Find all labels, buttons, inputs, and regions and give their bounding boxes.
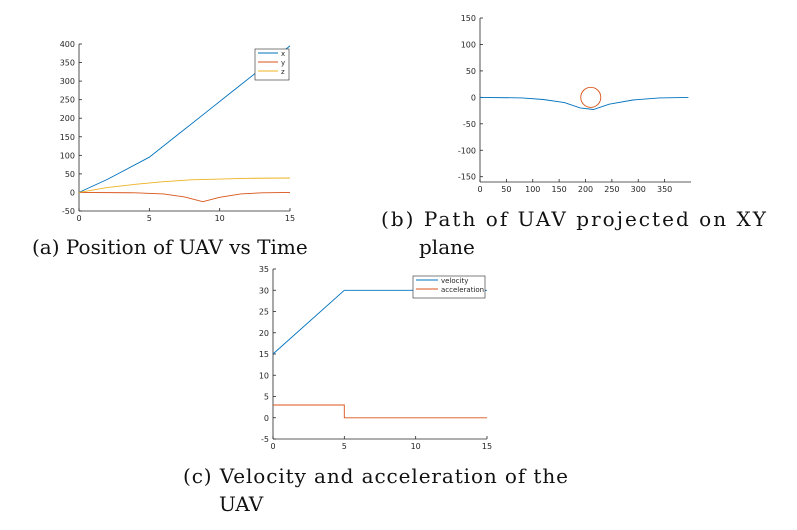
y-tick-label: 25 <box>259 308 269 317</box>
x-tick-label: 100 <box>525 185 540 194</box>
legend-label-y: y <box>281 59 285 67</box>
panel-xy-path: 0 50 100 150 200 250 300 350 -150 -100 -50 0 50 100 15… <box>381 14 767 259</box>
y-tick-label: -50 <box>463 120 476 129</box>
x-tick-label: 5 <box>147 214 152 223</box>
x-tick-label: 50 <box>501 185 511 194</box>
legend-box <box>412 275 486 299</box>
x-tick-label: 150 <box>551 185 566 194</box>
y-tick-label: -5 <box>261 435 269 444</box>
y-tick-label: 400 <box>60 40 75 49</box>
y-tick-label: 20 <box>259 329 269 338</box>
y-tick-label: 200 <box>60 114 75 123</box>
series-line-z <box>78 177 291 193</box>
x-tick-label: 300 <box>631 185 646 194</box>
y-tick-label: 150 <box>60 133 75 142</box>
series-line-velocity <box>272 289 487 355</box>
y-tick-label: 0 <box>264 414 269 423</box>
x-tick-label: 0 <box>270 442 275 451</box>
legend-label-velocity: velocity <box>441 277 468 285</box>
legend-label-z: z <box>281 68 285 76</box>
y-tick-label: 300 <box>60 77 75 86</box>
x-tick-label: 0 <box>76 214 81 223</box>
y-tick-label: 30 <box>259 286 269 295</box>
series-line-acceleration <box>273 404 487 419</box>
y-tick-label: 15 <box>259 350 269 359</box>
legend-label-acceleration: acceleration <box>441 286 484 294</box>
y-tick-label: -50 <box>62 207 75 216</box>
x-tick-label: 15 <box>482 442 492 451</box>
obstacle-circle <box>580 86 602 108</box>
x-tick-label: 10 <box>215 214 225 223</box>
figure-caption: plane <box>419 235 475 259</box>
y-tick-label: 50 <box>65 170 75 179</box>
x-tick-label: 350 <box>657 185 672 194</box>
figure-caption: UAV <box>219 492 264 516</box>
legend-label-x: x <box>281 50 285 58</box>
x-tick-label: 250 <box>604 185 619 194</box>
y-tick-label: 50 <box>466 67 476 76</box>
y-tick-label: -150 <box>458 173 476 182</box>
series-line-y <box>78 191 291 203</box>
legend-box <box>254 48 290 81</box>
y-tick-label: 10 <box>259 371 269 380</box>
x-tick-label: 200 <box>578 185 593 194</box>
y-tick-label: 0 <box>70 188 75 197</box>
figure-caption: (a) Position of UAV vs Time <box>32 235 308 259</box>
panel-position-vs-time: 0 5 10 15-50050100150200250300350400xyz(a) … <box>32 40 308 259</box>
y-tick-label: 100 <box>60 151 75 160</box>
y-tick-label: 35 <box>259 265 269 274</box>
x-tick-label: 5 <box>342 442 347 451</box>
y-tick-label: 0 <box>471 93 476 102</box>
series-line-path <box>479 96 689 110</box>
figure-caption: (c) Velocity and acceleration of the <box>183 464 568 488</box>
y-tick-label: 350 <box>60 59 75 68</box>
y-tick-label: 250 <box>60 96 75 105</box>
x-tick-label: 15 <box>285 214 295 223</box>
y-tick-label: 5 <box>264 393 269 402</box>
figure-caption: (b) Path of UAV projected on XY <box>381 207 767 231</box>
y-tick-label: -100 <box>458 146 476 155</box>
y-tick-label: 100 <box>461 40 476 49</box>
x-tick-label: 10 <box>411 442 421 451</box>
panel-velocity-acceleration: 0 5 10 15-505101520253035velocityaccelerati… <box>183 265 568 516</box>
y-tick-label: 150 <box>461 14 476 23</box>
x-tick-label: 0 <box>477 185 482 194</box>
